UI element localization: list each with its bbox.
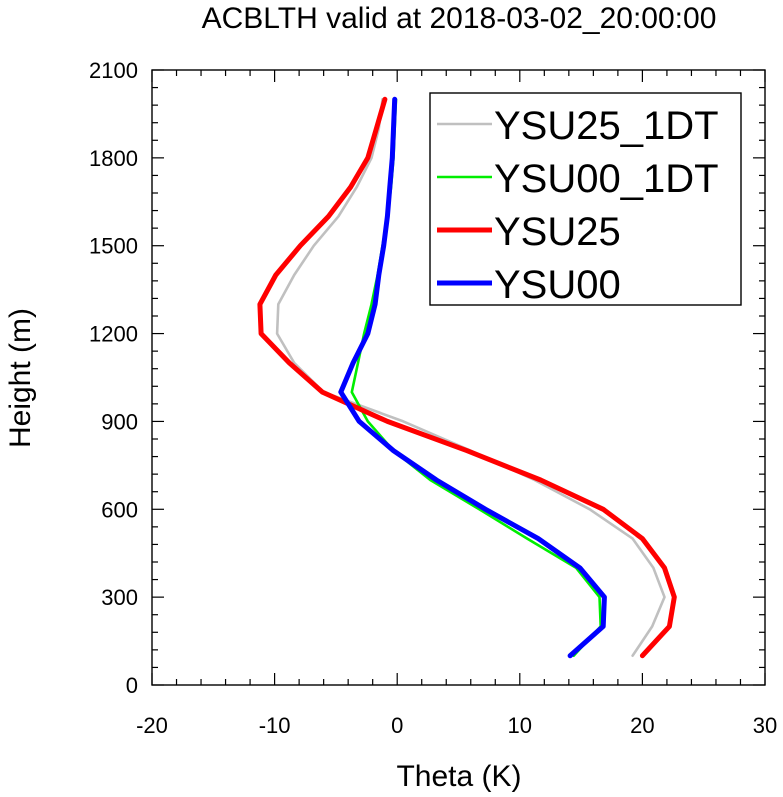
y-axis-label: Height (m) (4, 308, 37, 448)
legend-label: YSU00_1DT (494, 157, 719, 201)
x-tick-labels: -20 -10 0 10 20 30 (136, 713, 777, 738)
legend-label: YSU25 (494, 210, 621, 254)
series-line-ysu00 (338, 96, 607, 659)
y-tick-label: 1800 (89, 146, 138, 171)
x-axis-label: Theta (K) (396, 760, 521, 793)
x-tick-label: 30 (753, 713, 777, 738)
plot-area (151, 69, 766, 686)
x-ticks (151, 70, 766, 685)
legend-label: YSU25_1DT (494, 104, 719, 148)
y-tick-label: 1500 (89, 234, 138, 259)
chart-title: ACBLTH valid at 2018-03-02_20:00:00 (202, 2, 717, 35)
y-tick-labels: 0 300 600 900 1200 1500 1800 2100 (89, 58, 138, 698)
y-tick-label: 1200 (89, 322, 138, 347)
y-tick-label: 300 (101, 585, 138, 610)
x-tick-label: 20 (630, 713, 654, 738)
plot-frame (151, 69, 766, 686)
y-tick-label: 900 (101, 409, 138, 434)
legend-box (429, 92, 742, 306)
y-tick-label: 2100 (89, 58, 138, 83)
y-tick-label: 0 (126, 673, 138, 698)
legend: YSU25_1DT YSU00_1DT YSU25 YSU00 (429, 92, 742, 307)
x-tick-label: 10 (508, 713, 532, 738)
y-ticks (152, 69, 765, 686)
legend-label: YSU00 (494, 263, 621, 307)
x-tick-label: -20 (136, 713, 168, 738)
x-tick-label: -10 (259, 713, 291, 738)
series-line-ysu25 (257, 96, 677, 659)
y-tick-label: 600 (101, 497, 138, 522)
series-lines (257, 96, 677, 659)
x-tick-label: 0 (391, 713, 403, 738)
